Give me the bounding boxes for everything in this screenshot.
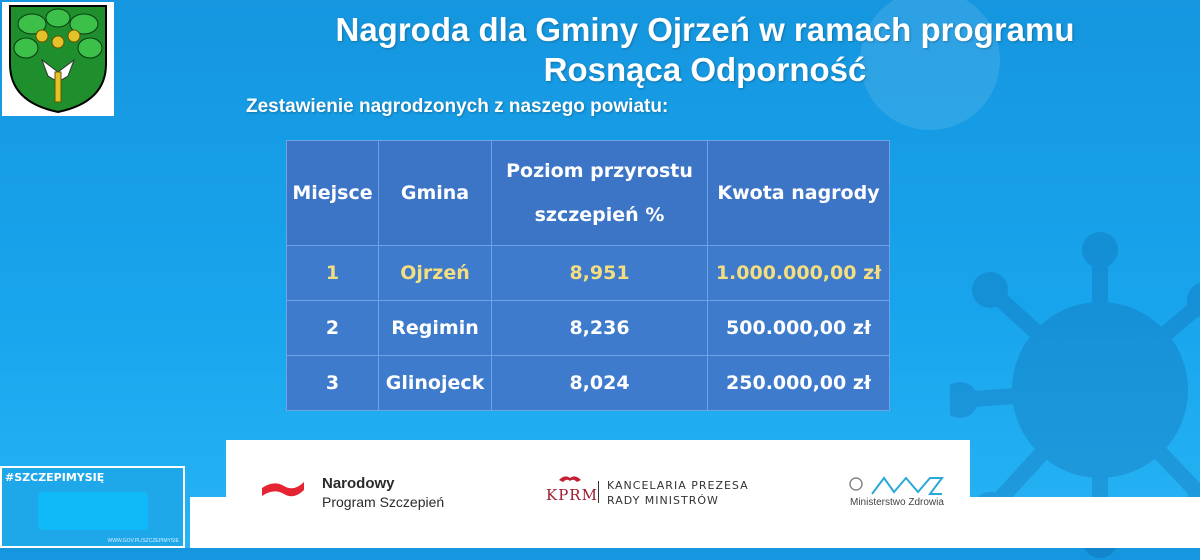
kprm-line-1: KANCELARIA PREZESA <box>607 479 749 492</box>
table-row: 2 Regimin 8,236 500.000,00 zł <box>286 300 890 356</box>
subtitle: Zestawienie nagrodzonych z naszego powia… <box>246 96 669 117</box>
oak-crest-icon <box>9 5 107 114</box>
nps-line-1: Narodowy <box>322 475 395 492</box>
cell-growth: 8,236 <box>491 300 708 356</box>
col-header-growth-line1: Poziom przyrostu <box>506 160 693 182</box>
nps-line-2: Program Szczepień <box>322 494 445 510</box>
cell-growth: 8,024 <box>491 355 708 411</box>
cell-place: 3 <box>286 355 379 411</box>
virus-icon <box>860 0 1000 130</box>
cell-place: 2 <box>286 300 379 356</box>
crest-logo <box>2 2 114 116</box>
campaign-button[interactable] <box>38 492 148 530</box>
flag-icon <box>262 482 304 497</box>
cell-amount: 1.000.000,00 zł <box>707 245 890 301</box>
campaign-badge: #SZCZEPIMYSIĘ WWW.GOV.PL/SZCZEPIMYSIE <box>0 466 185 548</box>
cell-commune: Regimin <box>378 300 492 356</box>
campaign-hashtag: #SZCZEPIMYSIĘ <box>5 471 105 484</box>
page-title: Nagroda dla Gminy Ojrzeń w ramach progra… <box>250 10 1160 90</box>
cell-amount: 250.000,00 zł <box>707 355 890 411</box>
mz-logo-icon <box>849 476 944 495</box>
kprm-divider <box>598 481 599 503</box>
cell-commune: Glinojeck <box>378 355 492 411</box>
col-header-place: Miejsce <box>286 140 379 246</box>
table-header-row: Miejsce Gmina Poziom przyrostu szczepień… <box>286 140 890 246</box>
eagle-icon <box>559 476 581 482</box>
cell-commune: Ojrzeń <box>378 245 492 301</box>
campaign-url: WWW.GOV.PL/SZCZEPIMYSIE <box>107 538 180 544</box>
col-header-growth-line2: szczepień % <box>534 204 665 226</box>
col-header-amount: Kwota nagrody <box>707 140 890 246</box>
title-line-2: Rosnąca Odporność <box>543 51 867 88</box>
mz-label: Ministerstwo Zdrowia <box>850 497 944 508</box>
title-line-1: Nagroda dla Gminy Ojrzeń w ramach progra… <box>335 11 1075 48</box>
col-header-commune: Gmina <box>378 140 492 246</box>
footer-strip <box>190 497 1200 548</box>
cell-growth: 8,951 <box>491 245 708 301</box>
awards-table: Miejsce Gmina Poziom przyrostu szczepień… <box>286 140 890 411</box>
cell-place: 1 <box>286 245 379 301</box>
table-row: 1 Ojrzeń 8,951 1.000.000,00 zł <box>286 245 890 301</box>
table-row: 3 Glinojeck 8,024 250.000,00 zł <box>286 355 890 411</box>
kprm-abbr: KPRM <box>546 486 598 504</box>
col-header-growth: Poziom przyrostu szczepień % <box>491 140 708 246</box>
nps-logo-text: Narodowy Program Szczepień <box>322 474 444 511</box>
cell-amount: 500.000,00 zł <box>707 300 890 356</box>
kprm-line-2: RADY MINISTRÓW <box>607 494 719 507</box>
